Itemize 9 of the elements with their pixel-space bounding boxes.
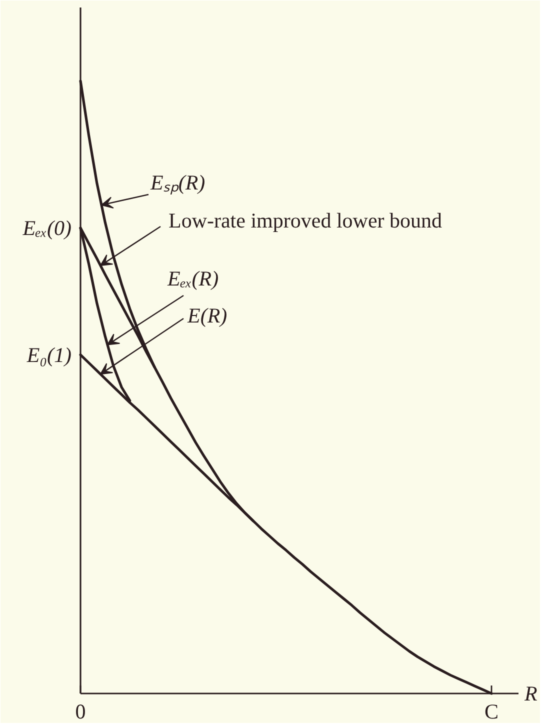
text: Eₛₚ(R) — [150, 170, 206, 196]
text: E(R) — [186, 304, 228, 328]
text: Low-rate improved lower bound — [168, 208, 442, 232]
annotation: Eₑₓ(0) — [22, 216, 72, 240]
text: Eₑₓ(R) — [166, 266, 219, 290]
x-tick-label: C — [484, 700, 499, 724]
annotation: E₀(1) — [26, 342, 72, 367]
x-tick-label: 0 — [75, 700, 86, 724]
x-axis-title: R — [524, 682, 538, 706]
